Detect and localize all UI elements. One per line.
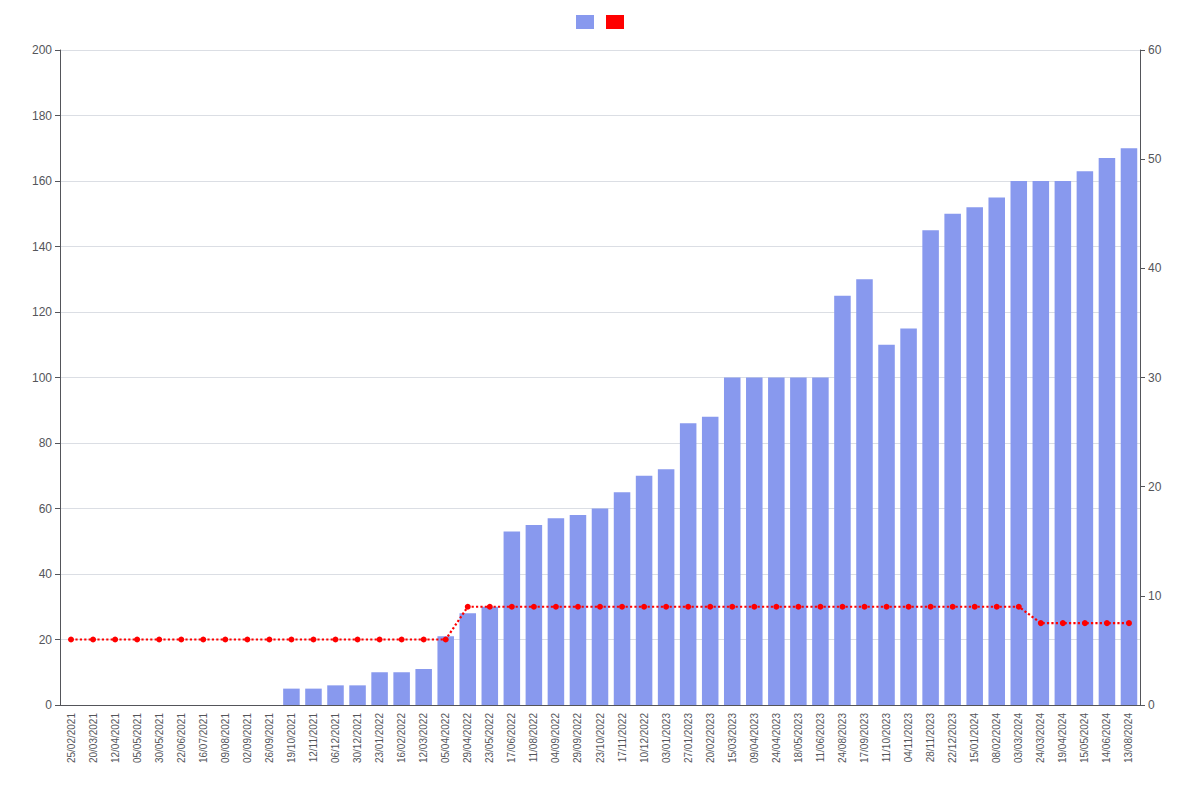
svg-text:13/08/2024: 13/08/2024 <box>1123 713 1134 763</box>
svg-text:0: 0 <box>1148 698 1155 712</box>
svg-text:04/11/2023: 04/11/2023 <box>903 713 914 763</box>
svg-text:40: 40 <box>1148 261 1162 275</box>
svg-text:16/02/2022: 16/02/2022 <box>396 713 407 763</box>
svg-text:24/03/2024: 24/03/2024 <box>1035 713 1046 763</box>
svg-text:02/09/2021: 02/09/2021 <box>242 713 253 763</box>
svg-text:23/10/2022: 23/10/2022 <box>595 713 606 763</box>
svg-text:60: 60 <box>39 502 53 516</box>
svg-text:09/04/2023: 09/04/2023 <box>749 713 760 763</box>
svg-text:05/04/2022: 05/04/2022 <box>440 713 451 763</box>
svg-text:25/02/2021: 25/02/2021 <box>66 713 77 763</box>
svg-text:12/03/2022: 12/03/2022 <box>418 713 429 763</box>
svg-text:11/10/2023: 11/10/2023 <box>881 713 892 763</box>
svg-text:17/11/2022: 17/11/2022 <box>617 713 628 763</box>
svg-text:18/05/2023: 18/05/2023 <box>793 713 804 763</box>
svg-text:11/06/2023: 11/06/2023 <box>815 713 826 763</box>
svg-text:24/04/2023: 24/04/2023 <box>771 713 782 763</box>
svg-text:22/06/2021: 22/06/2021 <box>176 713 187 763</box>
svg-text:20/02/2023: 20/02/2023 <box>705 713 716 763</box>
svg-text:05/05/2021: 05/05/2021 <box>132 713 143 763</box>
svg-text:30/05/2021: 30/05/2021 <box>154 713 165 763</box>
svg-text:04/09/2022: 04/09/2022 <box>550 713 561 763</box>
svg-text:11/08/2022: 11/08/2022 <box>528 713 539 763</box>
svg-text:09/08/2021: 09/08/2021 <box>220 713 231 763</box>
svg-text:19/10/2021: 19/10/2021 <box>286 713 297 763</box>
svg-text:0: 0 <box>45 698 52 712</box>
svg-text:50: 50 <box>1148 152 1162 166</box>
svg-text:12/04/2021: 12/04/2021 <box>110 713 121 763</box>
svg-text:60: 60 <box>1148 43 1162 57</box>
svg-text:140: 140 <box>32 240 52 254</box>
svg-text:29/09/2022: 29/09/2022 <box>572 713 583 763</box>
svg-text:16/07/2021: 16/07/2021 <box>198 713 209 763</box>
svg-text:03/01/2023: 03/01/2023 <box>661 713 672 763</box>
svg-text:29/04/2022: 29/04/2022 <box>462 713 473 763</box>
svg-text:12/11/2021: 12/11/2021 <box>308 713 319 763</box>
svg-text:180: 180 <box>32 109 52 123</box>
svg-text:15/05/2024: 15/05/2024 <box>1079 713 1090 763</box>
svg-text:10/12/2022: 10/12/2022 <box>639 713 650 763</box>
svg-text:17/09/2023: 17/09/2023 <box>859 713 870 763</box>
svg-text:80: 80 <box>39 436 53 450</box>
svg-text:20: 20 <box>1148 480 1162 494</box>
svg-text:08/02/2024: 08/02/2024 <box>991 713 1002 763</box>
svg-text:22/12/2023: 22/12/2023 <box>947 713 958 763</box>
svg-text:120: 120 <box>32 305 52 319</box>
svg-text:10: 10 <box>1148 589 1162 603</box>
svg-text:40: 40 <box>39 567 53 581</box>
svg-text:160: 160 <box>32 174 52 188</box>
svg-text:30: 30 <box>1148 371 1162 385</box>
svg-text:15/01/2024: 15/01/2024 <box>969 713 980 763</box>
svg-text:19/04/2024: 19/04/2024 <box>1057 713 1068 763</box>
svg-text:27/01/2023: 27/01/2023 <box>683 713 694 763</box>
svg-text:23/01/2022: 23/01/2022 <box>374 713 385 763</box>
svg-text:100: 100 <box>32 371 52 385</box>
svg-text:17/06/2022: 17/06/2022 <box>506 713 517 763</box>
svg-text:20: 20 <box>39 633 53 647</box>
svg-text:26/09/2021: 26/09/2021 <box>264 713 275 763</box>
svg-text:14/06/2024: 14/06/2024 <box>1101 713 1112 763</box>
svg-text:200: 200 <box>32 43 52 57</box>
svg-text:28/11/2023: 28/11/2023 <box>925 713 936 763</box>
svg-text:30/12/2021: 30/12/2021 <box>352 713 363 763</box>
svg-text:03/03/2024: 03/03/2024 <box>1013 713 1024 763</box>
svg-text:24/08/2023: 24/08/2023 <box>837 713 848 763</box>
svg-text:15/03/2023: 15/03/2023 <box>727 713 738 763</box>
svg-text:20/03/2021: 20/03/2021 <box>88 713 99 763</box>
svg-text:23/05/2022: 23/05/2022 <box>484 713 495 763</box>
svg-text:06/12/2021: 06/12/2021 <box>330 713 341 763</box>
